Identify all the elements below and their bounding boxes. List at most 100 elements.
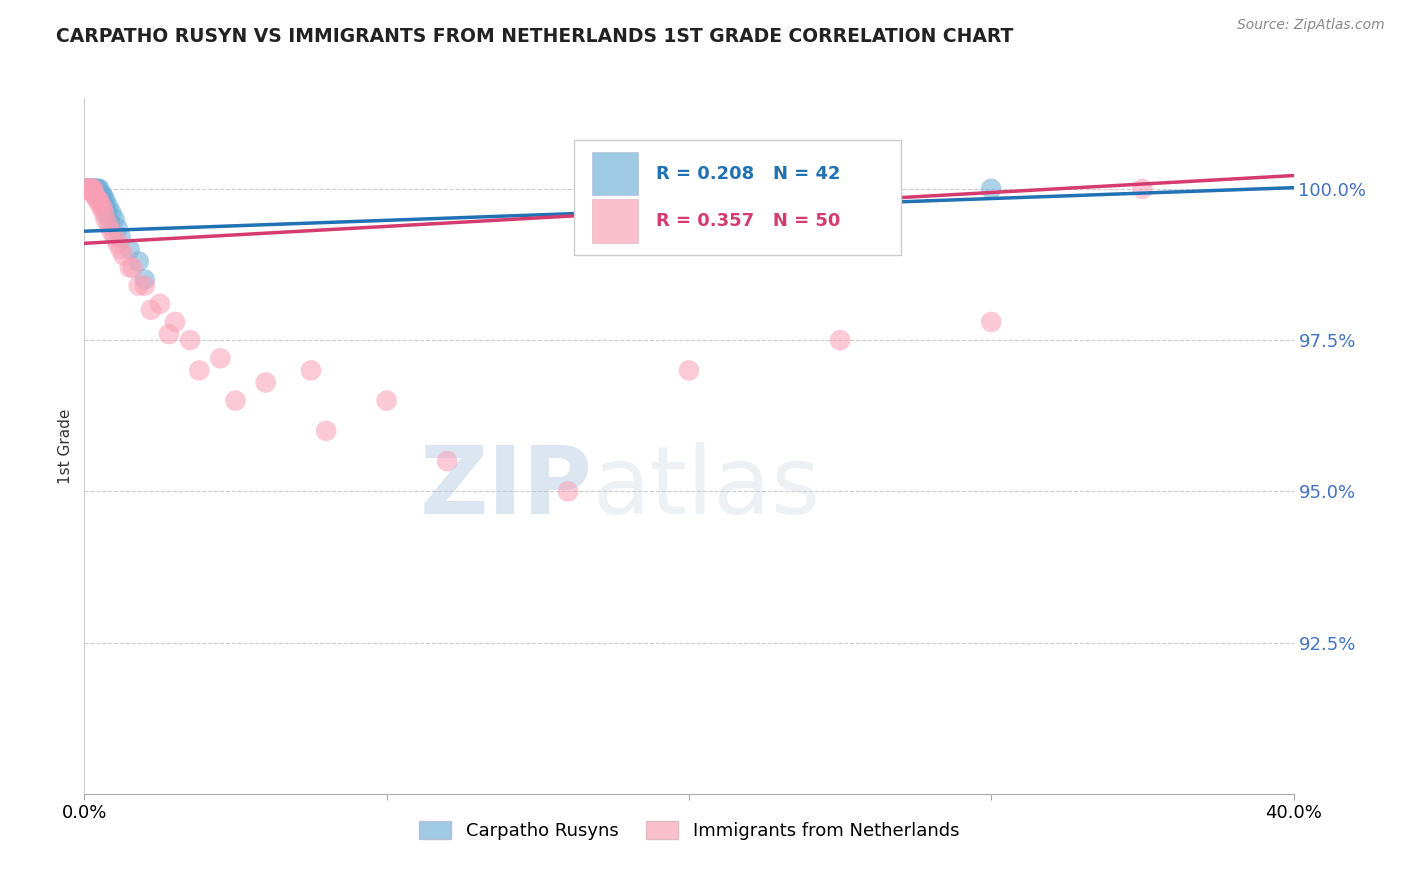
Text: Source: ZipAtlas.com: Source: ZipAtlas.com [1237, 18, 1385, 32]
Point [77, 182, 100, 196]
Point [75, 182, 97, 196]
Point [86, 191, 108, 205]
Point [80, 182, 103, 196]
Point [225, 393, 247, 408]
Point [82, 182, 104, 196]
Point [82, 182, 104, 196]
Point [91, 188, 114, 202]
Point [110, 243, 132, 257]
Point [80, 182, 103, 196]
Point [118, 260, 141, 275]
Point [121, 260, 143, 275]
Y-axis label: 1st Grade: 1st Grade [58, 409, 73, 483]
Point [80, 182, 103, 196]
Point [75, 182, 97, 196]
Text: atlas: atlas [592, 442, 821, 533]
Point [84, 188, 107, 202]
Point [77, 182, 100, 196]
Point [104, 230, 127, 244]
Point [93, 197, 115, 211]
Point [107, 236, 129, 251]
Point [128, 278, 150, 293]
Point [91, 200, 114, 214]
Point [94, 212, 117, 227]
Point [79, 182, 101, 196]
Point [299, 363, 322, 377]
Point [76, 182, 98, 196]
Point [90, 200, 112, 214]
Point [79, 182, 101, 196]
Point [87, 182, 110, 196]
Point [82, 182, 104, 196]
Point [84, 182, 107, 196]
Point [87, 194, 110, 208]
Point [134, 278, 156, 293]
Point [100, 224, 122, 238]
Point [980, 182, 1002, 196]
Point [98, 215, 121, 229]
Point [139, 302, 162, 317]
Point [86, 185, 108, 199]
Point [209, 351, 232, 366]
Point [86, 182, 108, 196]
Point [94, 194, 117, 208]
Point [83, 188, 105, 202]
Point [1132, 182, 1154, 196]
Point [84, 182, 107, 196]
FancyBboxPatch shape [574, 140, 901, 255]
Point [107, 221, 129, 235]
Point [134, 272, 156, 286]
Point [77, 182, 100, 196]
Point [110, 230, 132, 244]
Point [678, 363, 700, 377]
Point [90, 194, 112, 208]
Point [76, 182, 98, 196]
Point [79, 182, 101, 196]
Point [97, 200, 120, 214]
Point [80, 182, 103, 196]
Point [104, 212, 127, 227]
Point [77, 182, 100, 196]
Point [315, 424, 337, 438]
Point [80, 182, 103, 196]
Legend: Carpatho Rusyns, Immigrants from Netherlands: Carpatho Rusyns, Immigrants from Netherl… [412, 814, 966, 847]
Point [157, 327, 180, 342]
Point [76, 182, 98, 196]
Point [89, 191, 111, 205]
Point [82, 185, 104, 199]
Point [188, 363, 211, 377]
Point [980, 315, 1002, 329]
Text: ZIP: ZIP [419, 442, 592, 533]
Point [179, 333, 201, 347]
Text: R = 0.208   N = 42: R = 0.208 N = 42 [657, 164, 841, 183]
Point [149, 297, 172, 311]
FancyBboxPatch shape [592, 152, 638, 195]
Point [96, 206, 118, 220]
Point [97, 218, 120, 232]
Point [112, 248, 135, 262]
Point [118, 243, 141, 257]
Point [254, 376, 277, 390]
Point [79, 182, 101, 196]
Point [76, 182, 98, 196]
Point [79, 182, 101, 196]
Point [100, 206, 122, 220]
Point [89, 194, 111, 208]
Point [77, 182, 100, 196]
Text: CARPATHO RUSYN VS IMMIGRANTS FROM NETHERLANDS 1ST GRADE CORRELATION CHART: CARPATHO RUSYN VS IMMIGRANTS FROM NETHER… [56, 27, 1014, 45]
Point [165, 315, 187, 329]
Point [89, 182, 111, 196]
Point [436, 454, 458, 468]
Point [830, 333, 852, 347]
Point [87, 188, 110, 202]
Point [94, 200, 117, 214]
Point [93, 191, 115, 205]
Point [90, 188, 112, 202]
Point [128, 254, 150, 268]
Point [83, 182, 105, 196]
Point [79, 182, 101, 196]
Point [557, 484, 579, 499]
Text: R = 0.357   N = 50: R = 0.357 N = 50 [657, 212, 841, 230]
Point [82, 182, 104, 196]
Point [375, 393, 398, 408]
